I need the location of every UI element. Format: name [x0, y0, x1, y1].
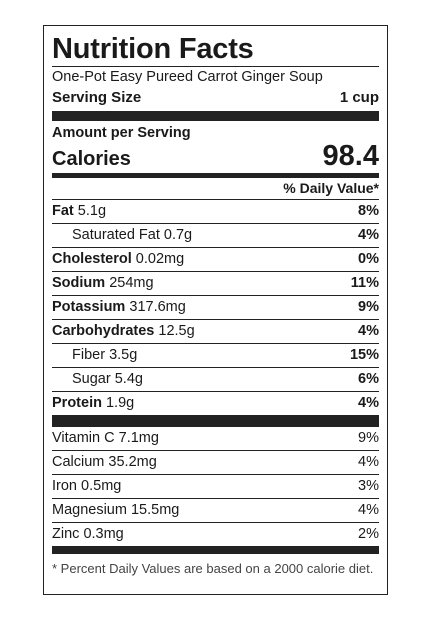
nutrient-percent: 15% — [349, 347, 379, 363]
divider — [52, 66, 379, 67]
nutrient-amount: 317.6mg — [129, 299, 186, 315]
nutrient-name: Carbohydrates — [52, 323, 155, 339]
vitamin-percent: 9% — [358, 430, 379, 446]
nutrient-row-fiber: Fiber 3.5g 15% — [52, 343, 379, 367]
calories-label: Calories — [52, 148, 131, 170]
amount-per-serving: Amount per Serving — [52, 125, 191, 141]
nutrient-row-carbohydrates: Carbohydrates 12.5g 4% — [52, 319, 379, 343]
vitamin-row-calcium: Calcium 35.2mg 4% — [52, 450, 379, 474]
nutrient-row-sodium: Sodium 254mg 11% — [52, 271, 379, 295]
nutrient-percent: 6% — [358, 371, 379, 387]
nutrient-row-fat: Fat 5.1g 8% — [52, 199, 379, 223]
recipe-name: One-Pot Easy Pureed Carrot Ginger Soup — [52, 69, 323, 85]
calories-value: 98.4 — [322, 140, 379, 172]
daily-value-header: % Daily Value* — [283, 180, 379, 196]
nutrient-amount: 1.9g — [105, 395, 135, 411]
nutrient-amount: 5.1g — [77, 203, 107, 219]
nutrient-name: Fat — [52, 203, 74, 219]
vitamin-amount: 7.1mg — [118, 430, 159, 446]
nutrient-amount: 254mg — [109, 275, 154, 291]
nutrient-name: Protein — [52, 395, 102, 411]
vitamin-row-magnesium: Magnesium 15.5mg 4% — [52, 498, 379, 522]
vitamin-name: Zinc — [52, 526, 80, 542]
nutrient-percent: 9% — [358, 299, 379, 315]
nutrient-row-protein: Protein 1.9g 4% — [52, 391, 379, 415]
nutrient-name: Cholesterol — [52, 251, 132, 267]
nutrient-amount: 5.4g — [114, 371, 143, 387]
serving-size-label: Serving Size — [52, 89, 142, 106]
nutrient-amount: 0.02mg — [135, 251, 185, 267]
vitamin-percent: 2% — [358, 526, 379, 542]
vitamin-row-vitamin-c: Vitamin C 7.1mg 9% — [52, 427, 379, 450]
nutrient-percent: 4% — [358, 323, 379, 339]
label-title: Nutrition Facts — [52, 33, 254, 65]
nutrient-percent: 4% — [358, 227, 379, 243]
nutrient-amount: 3.5g — [109, 347, 138, 363]
nutrient-percent: 4% — [358, 395, 379, 411]
vitamin-percent: 4% — [358, 502, 379, 518]
thick-divider — [52, 111, 379, 121]
nutrient-name: Sodium — [52, 275, 106, 291]
nutrient-row-saturated-fat: Saturated Fat 0.7g 4% — [52, 223, 379, 247]
vitamin-amount: 0.3mg — [83, 526, 124, 542]
vitamin-name: Magnesium — [52, 502, 127, 518]
nutrient-percent: 0% — [358, 251, 379, 267]
vitamin-amount: 35.2mg — [108, 454, 157, 470]
vitamin-row-zinc: Zinc 0.3mg 2% — [52, 522, 379, 546]
serving-size-value: 1 cup — [339, 89, 379, 106]
medium-divider — [52, 173, 379, 178]
footnote: * Percent Daily Values are based on a 20… — [52, 561, 374, 576]
nutrient-name: Fiber — [72, 347, 106, 363]
vitamin-row-iron: Iron 0.5mg 3% — [52, 474, 379, 498]
nutrition-label: Nutrition Facts One-Pot Easy Pureed Carr… — [43, 25, 388, 595]
thick-divider — [52, 415, 379, 427]
thick-divider — [52, 546, 379, 554]
nutrient-name: Sugar — [72, 371, 111, 387]
vitamin-amount: 15.5mg — [130, 502, 180, 518]
calories-row: Calories 98.4 — [52, 141, 379, 171]
nutrient-name: Saturated Fat — [72, 227, 160, 243]
vitamin-percent: 3% — [358, 478, 379, 494]
nutrient-row-cholesterol: Cholesterol 0.02mg 0% — [52, 247, 379, 271]
vitamin-percent: 4% — [358, 454, 379, 470]
nutrient-percent: 11% — [350, 275, 379, 291]
vitamin-name: Calcium — [52, 454, 105, 470]
serving-size-row: Serving Size 1 cup — [52, 87, 379, 108]
vitamin-amount: 0.5mg — [81, 478, 122, 494]
nutrient-amount: 12.5g — [158, 323, 195, 339]
nutrient-percent: 8% — [358, 203, 379, 219]
vitamin-name: Vitamin C — [52, 430, 115, 446]
vitamin-name: Iron — [52, 478, 77, 494]
nutrient-row-sugar: Sugar 5.4g 6% — [52, 367, 379, 391]
nutrient-row-potassium: Potassium 317.6mg 9% — [52, 295, 379, 319]
nutrient-amount: 0.7g — [163, 227, 193, 243]
nutrient-name: Potassium — [52, 299, 126, 315]
